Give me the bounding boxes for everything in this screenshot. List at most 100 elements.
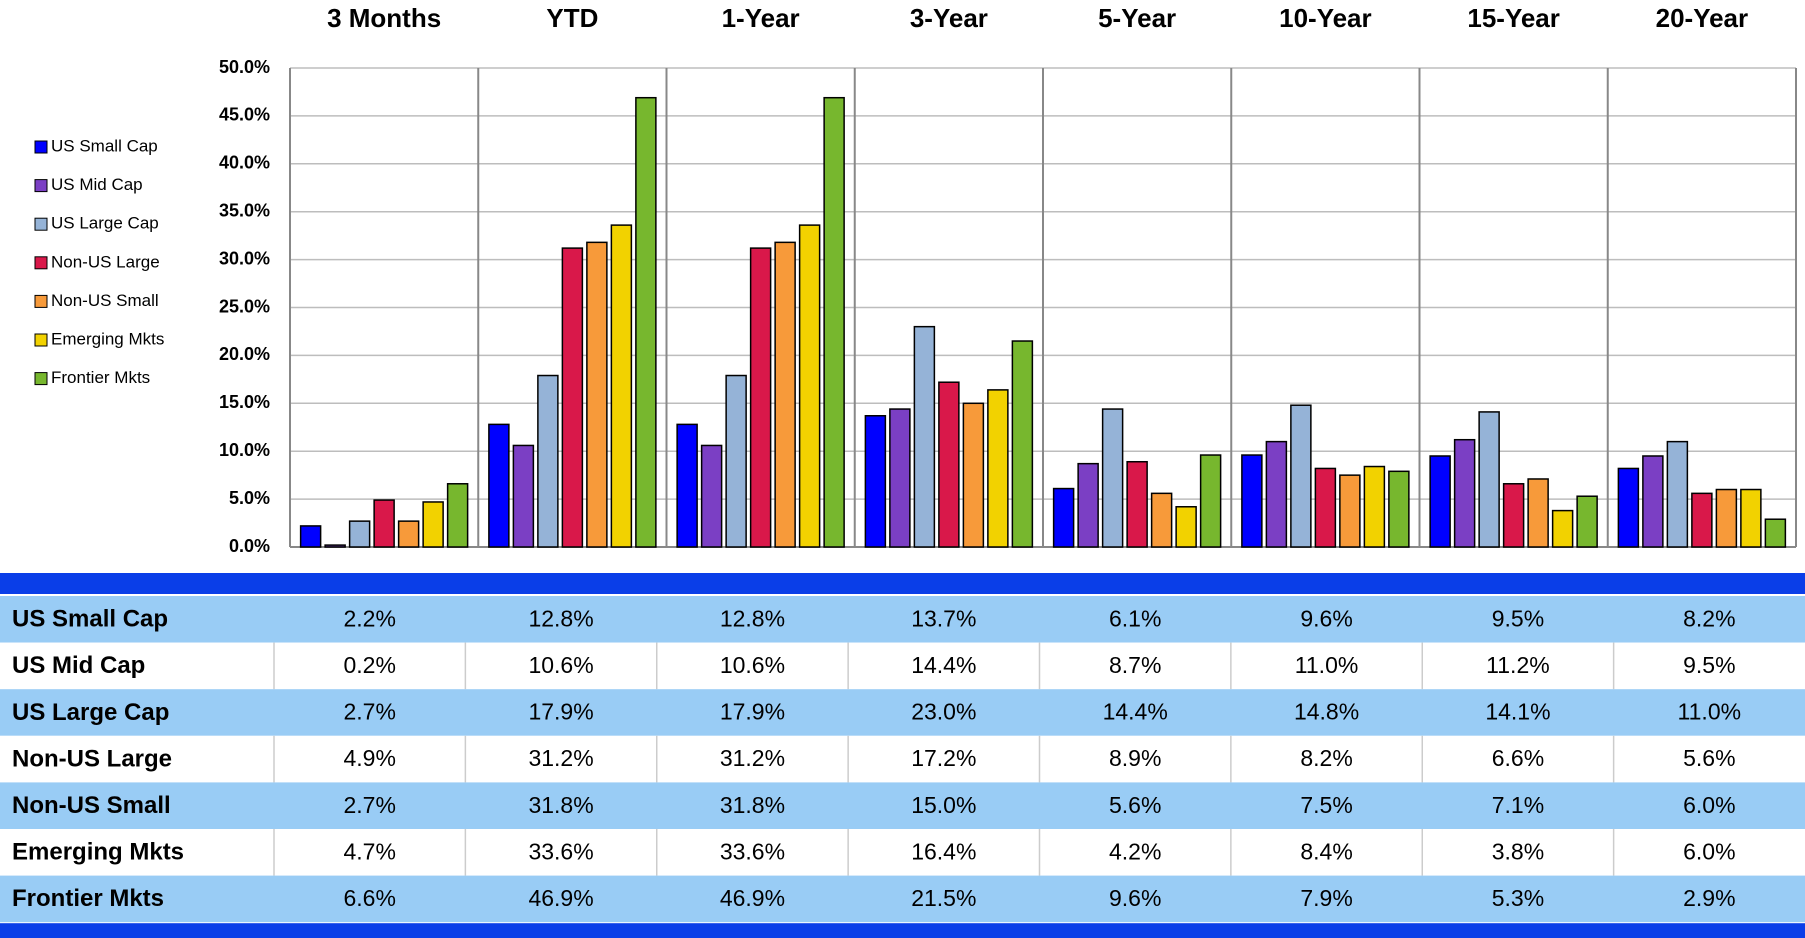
table-cell: 8.2% [1300,745,1352,771]
table-cell: 46.9% [720,885,785,911]
table-cell: 12.8% [720,605,785,631]
bar [1642,455,1664,548]
y-tick-label: 25.0% [219,296,270,316]
bar [446,483,469,548]
table-cell: 11.0% [1295,652,1359,678]
table-cell: 9.6% [1300,605,1352,631]
bar [1052,487,1075,548]
table-cell: 7.5% [1300,792,1352,818]
bar [635,96,657,548]
legend-label: Non-US Large [51,252,160,271]
table-cell: 9.6% [1109,885,1161,911]
bar [1363,465,1386,548]
table-cell: 17.9% [528,699,593,725]
table-cell: 2.2% [343,605,395,631]
table-cell: 8.7% [1109,652,1161,678]
bar [1551,509,1574,548]
bar [676,423,698,548]
table-cell: 14.4% [1103,699,1168,725]
bar [1126,460,1148,548]
table-cell: 16.4% [911,838,976,864]
category-header: 3 Months [327,3,441,33]
row-header: Emerging Mkts [12,839,184,866]
legend-swatch [34,372,48,386]
y-tick-label: 30.0% [219,248,270,268]
table-cell: 31.2% [720,745,785,771]
bar [1478,411,1500,548]
legend-label: US Large Cap [51,214,159,233]
category-header: YTD [546,3,598,33]
bar [1617,467,1640,548]
table-row [0,642,1805,690]
legend-swatch [34,217,48,231]
y-tick-label: 5.0% [229,488,270,508]
table-band [0,573,1805,594]
category-header: 1-Year [722,3,800,33]
bar [1388,470,1410,548]
row-header: US Mid Cap [12,652,145,679]
table-cell: 6.6% [1492,745,1544,771]
table-cell: 10.6% [528,652,593,678]
table-cell: 31.2% [528,745,593,771]
bar [1527,478,1549,548]
legend-swatch [34,179,48,193]
bar [962,402,985,548]
y-tick-label: 50.0% [219,57,270,77]
table-cell: 33.6% [528,838,593,864]
bar [1576,495,1598,548]
table-cell: 14.1% [1485,699,1550,725]
row-header: Frontier Mkts [12,885,164,912]
y-tick-label: 15.0% [219,392,270,412]
table-row [0,735,1805,783]
y-tick-label: 20.0% [219,344,270,364]
row-header: US Small Cap [12,606,168,633]
bar [537,374,559,548]
bar [1691,492,1713,548]
table-cell: 14.4% [911,652,976,678]
y-tick-label: 40.0% [219,153,270,173]
y-tick-label: 35.0% [219,200,270,220]
bar [512,444,535,548]
bar [749,247,772,548]
legend-swatch [34,140,48,154]
category-header: 3-Year [910,3,988,33]
table-cell: 3.8% [1492,838,1544,864]
bar [1453,438,1476,548]
bar [422,501,444,548]
bar [864,415,887,548]
table-cell: 6.0% [1683,792,1735,818]
table-cell: 23.0% [911,699,976,725]
table-cell: 21.5% [911,885,976,911]
y-tick-label: 0.0% [229,536,270,556]
bar [1314,467,1337,548]
table-cell: 46.9% [528,885,593,911]
legend-swatch [34,333,48,347]
table-cell: 4.7% [343,838,395,864]
table-cell: 33.6% [720,838,785,864]
legend-label: US Mid Cap [51,175,143,194]
table-cell: 6.6% [343,885,395,911]
table-cell: 12.8% [528,605,593,631]
bar [798,224,821,548]
y-tick-label: 45.0% [219,105,270,125]
table-cell: 9.5% [1492,605,1544,631]
table-cell: 14.8% [1294,699,1359,725]
bar [610,224,633,548]
bar [889,408,911,548]
bar [561,247,584,548]
table-cell: 6.0% [1683,838,1735,864]
legend-label: Non-US Small [51,291,159,310]
bar [348,520,371,548]
bar [397,520,420,548]
table-cell: 13.7% [911,605,976,631]
bar [1241,454,1263,548]
table-cell: 4.2% [1109,838,1161,864]
bar [586,241,608,548]
table-cell: 31.8% [720,792,785,818]
table-cell: 8.2% [1683,605,1735,631]
legend-label: Emerging Mkts [51,329,164,348]
bar [1265,440,1288,548]
table-cell: 11.2% [1486,652,1550,678]
table-row [0,875,1805,923]
